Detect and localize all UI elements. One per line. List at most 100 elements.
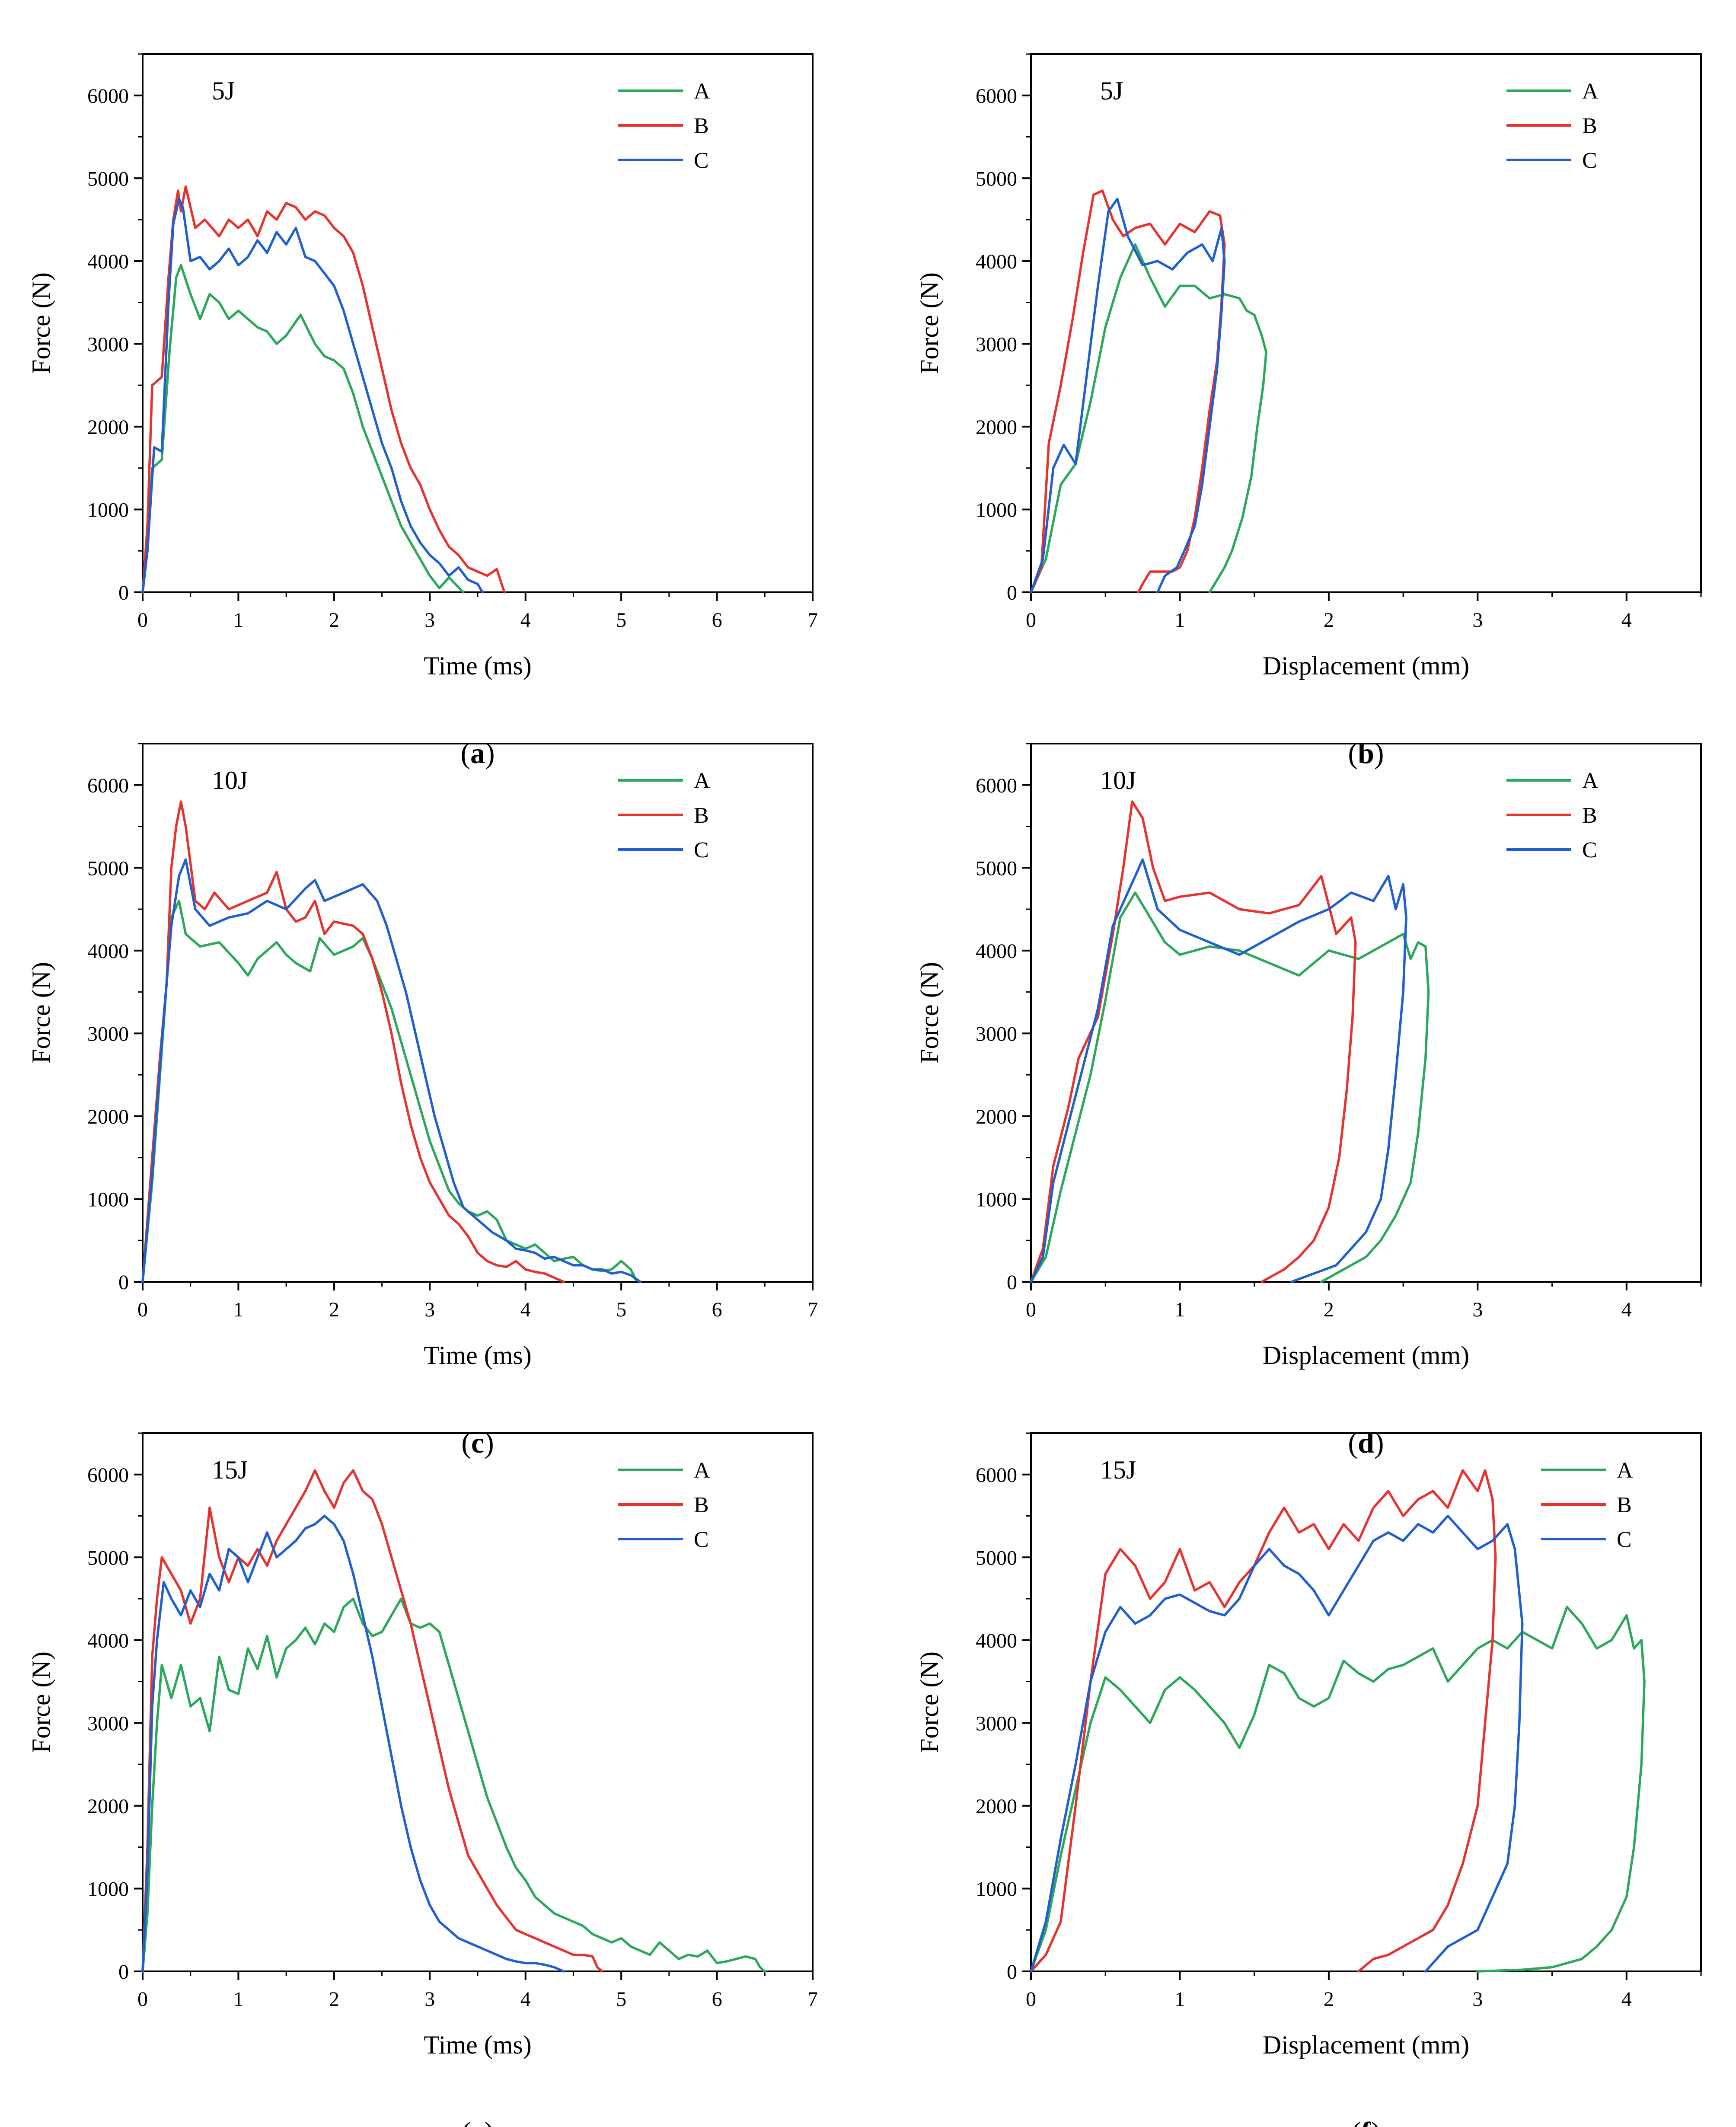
x-tick-label: 2	[1324, 1298, 1334, 1321]
x-tick-label: 4	[1621, 1988, 1632, 2011]
x-tick-label: 0	[1026, 1988, 1036, 2011]
legend-label-B: B	[694, 803, 709, 828]
series-line-A	[1030, 891, 1430, 1283]
x-axis-title: Displacement (mm)	[1263, 652, 1469, 680]
y-tick-label: 1000	[976, 498, 1017, 521]
energy-label: 15J	[1100, 1456, 1136, 1484]
panel-caption-letter: d	[1358, 1426, 1374, 1459]
y-tick-label: 3000	[87, 1712, 129, 1735]
x-tick-label: 0	[1026, 1298, 1036, 1321]
plot-frame	[1030, 743, 1702, 1283]
energy-label: 10J	[1100, 766, 1136, 795]
x-tick-label: 3	[1472, 1988, 1483, 2011]
legend-label-C: C	[1582, 148, 1597, 173]
x-tick-label: 2	[329, 609, 339, 632]
x-axis-title: Displacement (mm)	[1263, 1341, 1469, 1370]
x-tick-label: 4	[1621, 609, 1632, 632]
y-tick-label: 0	[118, 1271, 129, 1294]
legend-label-C: C	[1617, 1527, 1632, 1552]
energy-label: 15J	[212, 1456, 248, 1484]
x-axis-title: Time (ms)	[424, 2031, 532, 2059]
x-tick-label: 2	[1324, 1988, 1334, 2011]
series-line-B	[141, 1469, 603, 1973]
x-tick-label: 1	[233, 1988, 243, 2011]
x-axis-title: Displacement (mm)	[1263, 2031, 1469, 2059]
chart-b: 0 1 2 3 4 0 1000 2000 3000 4000 5000 6000 Displaceme…	[915, 53, 1702, 770]
x-tick-label: 7	[807, 1988, 818, 2011]
y-tick-label: 4000	[976, 1629, 1017, 1652]
x-tick-label: 3	[1472, 1298, 1483, 1321]
series-line-C	[141, 858, 642, 1283]
panel-caption-letter: e	[471, 2116, 484, 2127]
x-tick-label: 3	[424, 609, 435, 632]
legend-label-B: B	[1617, 1493, 1632, 1517]
panel-caption: (a)	[460, 737, 495, 770]
y-tick-label: 1000	[87, 1878, 129, 1900]
x-tick-label: 0	[137, 609, 148, 632]
y-tick-label: 3000	[87, 333, 129, 356]
plot-frame	[142, 1432, 814, 1972]
x-tick-label: 5	[616, 1988, 626, 2011]
legend-label-B: B	[694, 114, 709, 138]
y-tick-label: 5000	[87, 857, 129, 880]
legend-label-A: A	[694, 769, 710, 793]
y-tick-label: 2000	[976, 1795, 1017, 1818]
y-tick-label: 2000	[87, 1795, 129, 1818]
legend-label-A: A	[694, 79, 710, 104]
series-line-A	[1030, 1606, 1646, 1973]
y-axis-title: Force (N)	[915, 1651, 944, 1753]
y-tick-label: 5000	[976, 167, 1017, 190]
chart-f: 0 1 2 3 4 0 1000 2000 3000 4000 5000 6000 Displaceme…	[915, 1432, 1702, 2127]
panel-caption-letter: b	[1358, 737, 1374, 770]
panel-caption-letter: f	[1361, 2116, 1372, 2127]
series-line-C	[141, 1514, 565, 1973]
y-tick-label: 1000	[87, 1188, 129, 1211]
legend-label-A: A	[1617, 1458, 1633, 1483]
x-tick-label: 4	[1621, 1298, 1632, 1321]
legend-label-A: A	[1582, 769, 1599, 793]
panel-caption: (c)	[461, 1426, 494, 1459]
series-line-B	[1030, 189, 1226, 594]
y-tick-label: 0	[118, 581, 129, 604]
plot-frame	[142, 743, 814, 1283]
legend-label-C: C	[694, 1527, 709, 1552]
y-tick-label: 5000	[976, 857, 1017, 880]
y-tick-label: 0	[1007, 1271, 1017, 1294]
x-tick-label: 4	[520, 1988, 531, 2011]
y-tick-label: 4000	[87, 250, 129, 273]
x-tick-label: 1	[233, 1298, 243, 1321]
y-tick-label: 1000	[87, 498, 129, 521]
y-tick-label: 6000	[976, 85, 1017, 108]
legend-label-B: B	[1582, 114, 1597, 138]
x-tick-label: 5	[616, 1298, 626, 1321]
y-tick-label: 4000	[976, 250, 1017, 273]
y-tick-label: 0	[118, 1961, 129, 1983]
chart-c: 0 1 2 3 4 5 6 7 0 1000 2000 3000 4000 5000 6000 Time (m…	[27, 743, 818, 1459]
x-tick-label: 5	[616, 609, 626, 632]
x-axis-title: Time (ms)	[424, 652, 532, 680]
x-tick-label: 2	[329, 1988, 339, 2011]
series-line-B	[141, 185, 506, 594]
y-axis-title: Force (N)	[27, 962, 55, 1064]
x-tick-label: 1	[1174, 609, 1185, 632]
series-line-C	[141, 198, 484, 594]
x-tick-label: 2	[329, 1298, 339, 1321]
y-tick-label: 3000	[976, 333, 1017, 356]
legend-label-C: C	[694, 838, 709, 862]
legend-label-B: B	[694, 1493, 709, 1517]
x-tick-label: 7	[807, 1298, 818, 1321]
y-tick-label: 6000	[976, 774, 1017, 797]
x-tick-label: 3	[424, 1988, 435, 2011]
y-tick-label: 3000	[976, 1712, 1017, 1735]
x-tick-label: 6	[712, 1988, 722, 2011]
y-tick-label: 2000	[976, 1105, 1017, 1128]
chart-e: 0 1 2 3 4 5 6 7 0 1000 2000 3000 4000 5000 6000 Time (m…	[27, 1432, 818, 2127]
y-axis-title: Force (N)	[915, 962, 944, 1064]
series-line-B	[1030, 800, 1357, 1283]
y-tick-label: 2000	[87, 1105, 129, 1128]
y-axis-title: Force (N)	[915, 272, 944, 374]
panel-caption: (d)	[1348, 1426, 1384, 1459]
plot-frame	[142, 53, 814, 593]
x-tick-label: 0	[137, 1298, 148, 1321]
